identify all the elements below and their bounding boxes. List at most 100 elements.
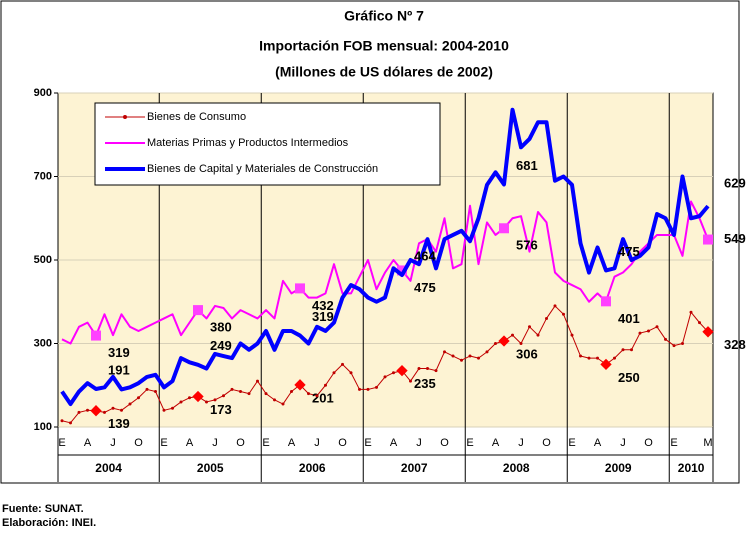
legend-label: Materias Primas y Productos Intermedios (147, 137, 349, 149)
point (103, 410, 106, 414)
legend-label: Bienes de Capital y Materiales de Constr… (147, 163, 378, 175)
x-tick-label: E (262, 437, 269, 449)
point (426, 367, 429, 371)
point (349, 371, 353, 375)
point (562, 312, 565, 316)
point (213, 398, 217, 402)
point (698, 321, 701, 325)
point (630, 348, 633, 352)
marker (397, 265, 407, 276)
data-label: 319 (312, 309, 334, 324)
point (613, 356, 616, 360)
point (128, 402, 132, 406)
data-label: 681 (516, 158, 538, 173)
point (86, 408, 89, 412)
chart-title: Gráfico Nº 7 (344, 8, 424, 24)
x-tick-label: J (518, 437, 524, 449)
data-label: 235 (414, 376, 436, 391)
marker (601, 296, 611, 307)
x-tick-label: J (212, 437, 218, 449)
point (664, 337, 667, 341)
point (392, 371, 395, 375)
point (264, 392, 268, 396)
year-label: 2007 (401, 461, 428, 475)
marker (703, 234, 713, 245)
point (77, 410, 81, 414)
data-label: 139 (108, 416, 130, 431)
point (443, 350, 446, 354)
data-label: 249 (210, 338, 232, 353)
point (621, 348, 625, 352)
point (647, 329, 650, 333)
point (553, 304, 557, 308)
point (681, 342, 684, 345)
x-tick-label: E (466, 437, 473, 449)
data-label: 475 (618, 244, 640, 259)
legend-swatch (123, 115, 127, 119)
marker (295, 283, 305, 294)
marker (192, 390, 204, 403)
point (528, 325, 531, 329)
point (120, 408, 123, 412)
x-tick-label: J (416, 437, 422, 449)
data-label: 432 (312, 298, 334, 313)
point (222, 394, 225, 398)
data-label: 549 (724, 231, 746, 246)
point (536, 333, 540, 337)
x-tick-label: E (364, 437, 371, 449)
y-tick-label: 900 (34, 87, 52, 99)
point (188, 396, 191, 400)
series-line (61, 200, 709, 345)
year-label: 2008 (503, 461, 530, 475)
year-label: 2009 (605, 461, 632, 475)
marker (91, 330, 101, 341)
marker (396, 364, 408, 377)
x-tick-label: E (160, 437, 167, 449)
x-tick-label: O (644, 437, 653, 449)
data-label: 250 (618, 370, 640, 385)
data-label: 201 (312, 390, 334, 405)
legend-label: Bienes de Consumo (147, 111, 246, 123)
x-tick-label: O (338, 437, 347, 449)
point (324, 383, 327, 387)
point (290, 390, 293, 394)
x-tick-label: A (288, 437, 296, 449)
data-label: 576 (516, 238, 538, 253)
x-tick-label: O (542, 437, 551, 449)
point (579, 354, 582, 358)
marker (294, 379, 306, 391)
year-label: 2006 (299, 461, 326, 475)
point (341, 362, 344, 366)
marker (499, 223, 509, 234)
point (247, 392, 251, 396)
data-label: 475 (414, 280, 436, 295)
x-tick-label: M (703, 437, 712, 449)
point (596, 356, 599, 360)
x-tick-label: O (440, 437, 449, 449)
point (477, 356, 480, 360)
x-tick-label: E (58, 437, 65, 449)
marker (498, 335, 510, 347)
point (409, 379, 412, 383)
point (655, 325, 659, 329)
point (375, 385, 378, 389)
x-tick-label: O (236, 437, 245, 449)
x-tick-label: A (186, 437, 194, 449)
legend-box (94, 102, 441, 186)
point (273, 398, 276, 402)
source-note: Elaboración: INEI. (2, 517, 96, 529)
point (519, 342, 523, 345)
point (145, 387, 149, 391)
point (545, 316, 548, 320)
point (689, 310, 693, 314)
point (358, 387, 361, 391)
source-note: Fuente: SUNAT. (2, 503, 84, 515)
x-tick-label: A (594, 437, 602, 449)
point (111, 406, 115, 410)
data-label: 629 (724, 176, 746, 191)
point (307, 392, 310, 396)
point (315, 394, 319, 398)
point (570, 333, 574, 337)
point (281, 402, 285, 406)
point (332, 371, 336, 375)
